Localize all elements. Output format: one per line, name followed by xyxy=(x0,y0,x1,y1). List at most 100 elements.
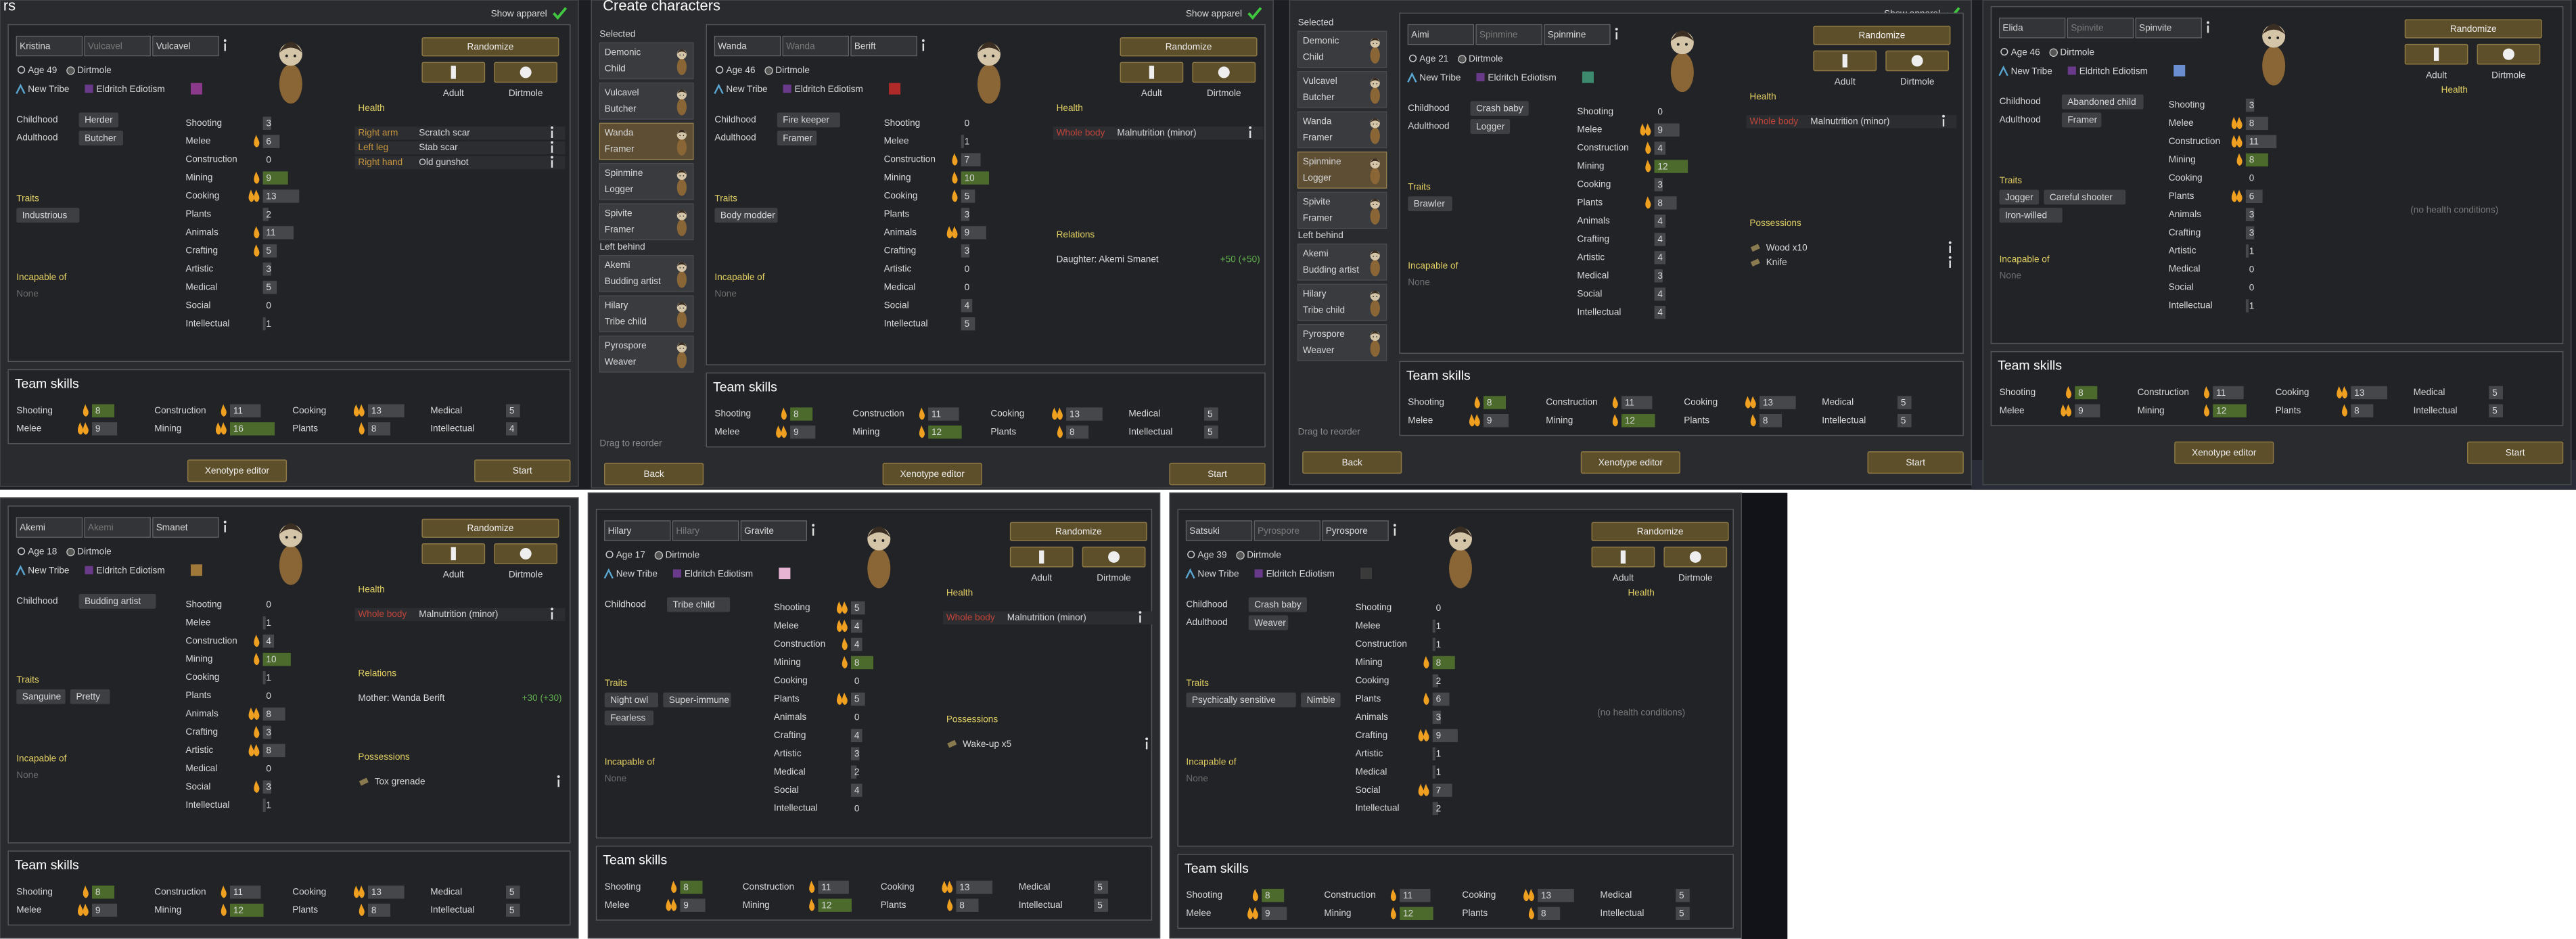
randomize-button[interactable] xyxy=(1120,37,1258,57)
skill-name: Intellectual xyxy=(185,318,229,328)
backstory-chip[interactable] xyxy=(78,593,156,609)
randomize-button[interactable] xyxy=(1009,522,1147,541)
randomize-button[interactable] xyxy=(421,518,559,538)
trait-chip[interactable] xyxy=(16,689,66,704)
trait-chip[interactable] xyxy=(714,208,778,223)
name-field[interactable] xyxy=(1475,24,1542,45)
randomize-button[interactable] xyxy=(1591,522,1729,541)
name-field[interactable] xyxy=(16,517,83,538)
skill-name: Crafting xyxy=(774,730,806,740)
skill-name: Crafting xyxy=(1356,730,1388,740)
passion-flame xyxy=(254,171,260,184)
team-skill-value: 9 xyxy=(95,423,101,434)
trait-chip[interactable] xyxy=(604,710,654,726)
trait-chip[interactable] xyxy=(70,689,110,704)
backstory-chip[interactable] xyxy=(2061,94,2144,110)
pawn-list-item[interactable] xyxy=(599,336,694,373)
pawn-list-item[interactable] xyxy=(599,295,694,333)
name-field[interactable] xyxy=(2067,18,2134,39)
start-button[interactable] xyxy=(1169,463,1266,486)
trait-chip[interactable] xyxy=(1408,196,1452,212)
back-button[interactable] xyxy=(1302,451,1402,474)
trait-chip[interactable] xyxy=(1999,208,2063,223)
randomize-button[interactable] xyxy=(2404,19,2542,39)
passion-flame xyxy=(842,637,848,651)
backstory-chip[interactable] xyxy=(1248,597,1307,612)
backstory-chip[interactable] xyxy=(78,131,124,145)
trait-chip[interactable] xyxy=(16,208,80,223)
name-field[interactable] xyxy=(604,520,671,541)
pawn-list-item[interactable] xyxy=(1297,152,1387,189)
backstory-chip[interactable] xyxy=(777,131,817,145)
pawn-list-item[interactable] xyxy=(599,255,694,292)
trait-chip[interactable] xyxy=(663,692,731,708)
randomize-button[interactable] xyxy=(1813,26,1951,45)
pawn-list-item[interactable] xyxy=(599,203,694,241)
backstory-chip[interactable] xyxy=(1470,101,1529,116)
passion-flame xyxy=(353,886,360,898)
name-field[interactable] xyxy=(152,35,219,57)
team-skills-heading: Team skills xyxy=(1184,861,1249,876)
trait-text: Psychically sensitive xyxy=(1192,695,1276,705)
pawn-list-item[interactable] xyxy=(599,163,694,200)
name-field[interactable] xyxy=(152,517,219,538)
backstory-chip[interactable] xyxy=(2061,112,2102,128)
name-field[interactable] xyxy=(2135,18,2202,39)
pawn-list-item[interactable] xyxy=(599,83,694,120)
name-field[interactable] xyxy=(714,35,781,57)
start-button[interactable] xyxy=(474,459,571,482)
team-skill-name: Medical xyxy=(1600,890,1632,900)
name-field[interactable] xyxy=(740,520,808,541)
skill-bar xyxy=(961,171,989,185)
show-apparel-check[interactable] xyxy=(1247,7,1262,20)
team-skill-bar xyxy=(92,886,115,899)
name-field[interactable] xyxy=(16,35,83,57)
name-field[interactable] xyxy=(1998,18,2066,39)
name-field[interactable] xyxy=(672,520,739,541)
name-field[interactable] xyxy=(1544,24,1611,45)
trait-chip[interactable] xyxy=(1186,692,1296,708)
name-field[interactable] xyxy=(850,35,917,57)
team-skill-bar xyxy=(1484,414,1509,428)
backstory-chip[interactable] xyxy=(1248,615,1289,631)
trait-chip[interactable] xyxy=(1301,692,1341,708)
start-button[interactable] xyxy=(2466,441,2564,464)
trait-chip[interactable] xyxy=(604,692,659,708)
portrait-eye xyxy=(679,307,681,309)
pawn-list-item[interactable] xyxy=(599,122,694,160)
trait-chip[interactable] xyxy=(1999,189,2040,205)
passion-flame xyxy=(1523,888,1530,902)
faction-text: New Tribe xyxy=(726,84,767,94)
name-field[interactable] xyxy=(1322,520,1389,541)
name-field[interactable] xyxy=(782,35,849,57)
back-button[interactable] xyxy=(603,463,704,486)
pawn-list-item[interactable] xyxy=(599,42,694,80)
team-skill-bar xyxy=(506,422,518,436)
start-button[interactable] xyxy=(1867,451,1964,474)
portrait-eye xyxy=(683,135,685,137)
pawn-list-item[interactable] xyxy=(1297,244,1387,281)
passion-flame xyxy=(2236,116,2242,129)
trait-text: Night owl xyxy=(610,695,648,705)
backstory-chip[interactable] xyxy=(667,597,731,612)
xenotype-editor-button[interactable] xyxy=(187,459,288,482)
name-field[interactable] xyxy=(84,35,151,57)
skill-bar xyxy=(262,226,294,239)
portrait-eye xyxy=(1373,163,1374,165)
trait-text: Jogger xyxy=(2005,192,2033,202)
name-field[interactable] xyxy=(84,517,151,538)
randomize-button[interactable] xyxy=(421,37,559,57)
name-field[interactable] xyxy=(1407,24,1475,45)
trait-chip[interactable] xyxy=(2044,189,2126,205)
name-field[interactable] xyxy=(1185,520,1253,541)
xenotype-editor-button[interactable] xyxy=(2174,441,2274,464)
skill-bar xyxy=(262,652,291,666)
show-apparel-check[interactable] xyxy=(552,7,568,20)
pawn-list-item[interactable] xyxy=(1297,283,1387,321)
name-field[interactable] xyxy=(1254,520,1320,541)
backstory-chip[interactable] xyxy=(78,112,119,128)
xenotype-editor-button[interactable] xyxy=(1580,451,1680,474)
backstory-chip[interactable] xyxy=(777,112,840,128)
xenotype-editor-button[interactable] xyxy=(882,463,982,486)
backstory-chip[interactable] xyxy=(1470,119,1511,134)
